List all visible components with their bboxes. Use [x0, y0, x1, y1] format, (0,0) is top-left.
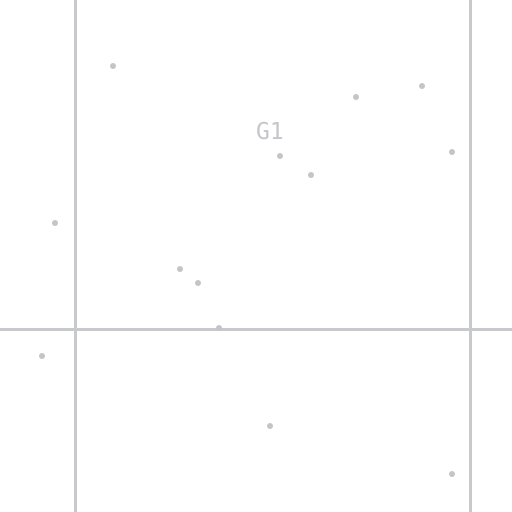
map-point[interactable] [419, 83, 425, 89]
region-label: G1 [256, 119, 284, 145]
map-point[interactable] [110, 63, 116, 69]
map-point[interactable] [267, 423, 273, 429]
map-point[interactable] [52, 220, 58, 226]
map-point[interactable] [353, 94, 359, 100]
grid-line-vertical-left [74, 0, 77, 512]
map-point[interactable] [277, 153, 283, 159]
map-point[interactable] [308, 172, 314, 178]
map-point[interactable] [195, 280, 201, 286]
map-point[interactable] [449, 149, 455, 155]
map-point[interactable] [449, 471, 455, 477]
grid-line-horizontal [0, 328, 512, 331]
map-point[interactable] [39, 353, 45, 359]
map-point[interactable] [177, 266, 183, 272]
grid-line-vertical-right [469, 0, 472, 512]
map-point[interactable] [216, 325, 222, 331]
